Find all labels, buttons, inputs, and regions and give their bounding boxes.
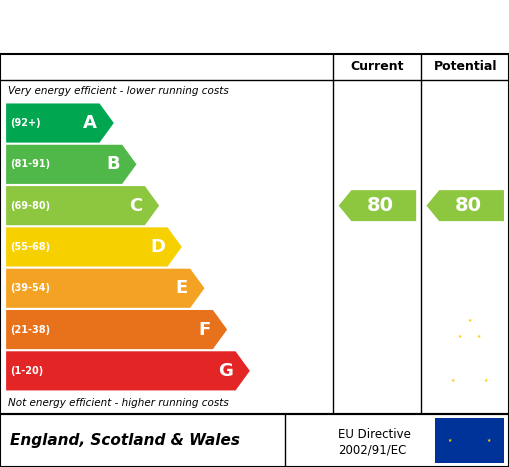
Polygon shape — [6, 186, 159, 225]
Text: (21-38): (21-38) — [10, 325, 50, 334]
Text: Energy Efficiency Rating: Energy Efficiency Rating — [10, 15, 356, 39]
Polygon shape — [6, 269, 205, 308]
Text: Very energy efficient - lower running costs: Very energy efficient - lower running co… — [8, 86, 229, 96]
Text: A: A — [83, 114, 97, 132]
Polygon shape — [6, 351, 250, 390]
Text: (69-80): (69-80) — [10, 201, 50, 211]
Polygon shape — [6, 104, 114, 142]
Text: (39-54): (39-54) — [10, 283, 50, 293]
Text: 80: 80 — [455, 196, 482, 215]
Text: ★: ★ — [467, 318, 472, 324]
Text: ★: ★ — [450, 378, 455, 383]
Polygon shape — [6, 145, 136, 184]
Text: ★: ★ — [487, 438, 491, 443]
Text: ★: ★ — [458, 334, 462, 340]
Text: Potential: Potential — [434, 60, 497, 73]
Polygon shape — [6, 310, 227, 349]
Polygon shape — [338, 190, 416, 221]
Text: 2002/91/EC: 2002/91/EC — [338, 444, 407, 457]
Text: Not energy efficient - higher running costs: Not energy efficient - higher running co… — [8, 398, 229, 408]
Text: EU Directive: EU Directive — [338, 428, 411, 441]
Polygon shape — [6, 227, 182, 267]
Text: Current: Current — [351, 60, 404, 73]
Bar — [435, 418, 504, 463]
Text: E: E — [176, 279, 188, 297]
Text: (81-91): (81-91) — [10, 159, 50, 170]
Text: (55-68): (55-68) — [10, 242, 50, 252]
Text: ★: ★ — [484, 378, 489, 383]
Text: (92+): (92+) — [10, 118, 41, 128]
Text: England, Scotland & Wales: England, Scotland & Wales — [10, 433, 240, 448]
Text: C: C — [129, 197, 143, 215]
Text: B: B — [106, 156, 120, 173]
Text: F: F — [198, 320, 210, 339]
Text: 80: 80 — [367, 196, 394, 215]
Text: (1-20): (1-20) — [10, 366, 43, 376]
Text: ★: ★ — [448, 438, 453, 443]
Text: G: G — [218, 362, 233, 380]
Text: ★: ★ — [477, 334, 482, 340]
Polygon shape — [427, 190, 504, 221]
Text: D: D — [150, 238, 165, 256]
